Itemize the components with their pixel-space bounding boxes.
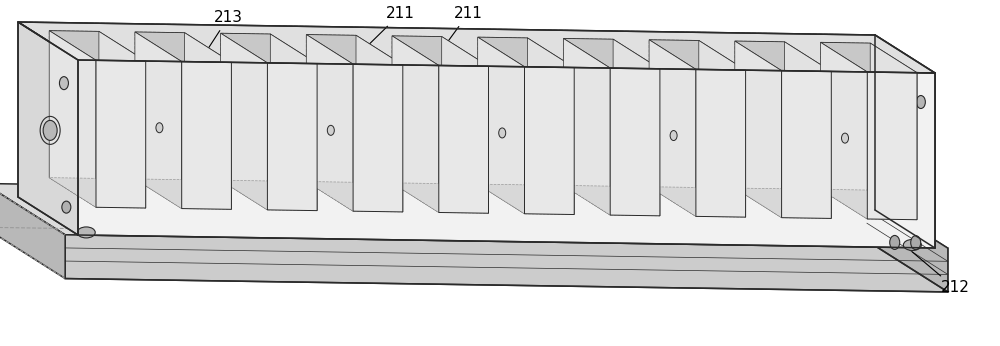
Polygon shape xyxy=(735,41,831,71)
Polygon shape xyxy=(524,67,574,215)
Polygon shape xyxy=(785,42,831,218)
Ellipse shape xyxy=(916,95,925,109)
Polygon shape xyxy=(649,40,696,216)
Text: 211: 211 xyxy=(440,7,482,53)
Polygon shape xyxy=(356,35,403,212)
Polygon shape xyxy=(870,43,917,220)
Polygon shape xyxy=(696,69,746,217)
Polygon shape xyxy=(99,31,146,208)
Ellipse shape xyxy=(59,76,68,90)
Polygon shape xyxy=(49,177,146,208)
Polygon shape xyxy=(96,60,146,208)
Polygon shape xyxy=(353,64,403,212)
Polygon shape xyxy=(649,40,746,70)
Polygon shape xyxy=(478,184,574,215)
Polygon shape xyxy=(820,42,867,219)
Polygon shape xyxy=(135,32,231,62)
Polygon shape xyxy=(306,35,403,65)
Polygon shape xyxy=(735,188,831,218)
Ellipse shape xyxy=(499,128,506,138)
Polygon shape xyxy=(649,187,746,217)
Polygon shape xyxy=(221,33,270,181)
Ellipse shape xyxy=(894,146,906,164)
Ellipse shape xyxy=(842,133,849,143)
Polygon shape xyxy=(78,60,935,248)
Polygon shape xyxy=(18,22,935,73)
Polygon shape xyxy=(221,180,317,211)
Polygon shape xyxy=(563,38,660,69)
Polygon shape xyxy=(563,38,613,186)
Polygon shape xyxy=(135,32,182,209)
Polygon shape xyxy=(478,37,527,185)
Polygon shape xyxy=(439,65,489,213)
Polygon shape xyxy=(306,35,353,211)
Ellipse shape xyxy=(903,239,921,251)
Ellipse shape xyxy=(43,120,57,140)
Polygon shape xyxy=(392,183,489,213)
Polygon shape xyxy=(135,32,185,180)
Polygon shape xyxy=(221,33,317,64)
Polygon shape xyxy=(649,40,699,188)
Polygon shape xyxy=(820,189,917,220)
Polygon shape xyxy=(306,35,356,182)
Polygon shape xyxy=(267,63,317,211)
Polygon shape xyxy=(735,41,785,189)
Polygon shape xyxy=(270,34,317,211)
Polygon shape xyxy=(49,31,146,61)
Ellipse shape xyxy=(327,125,334,135)
Polygon shape xyxy=(221,33,267,210)
Polygon shape xyxy=(18,22,78,235)
Text: 211: 211 xyxy=(350,7,414,63)
Ellipse shape xyxy=(670,130,677,140)
Polygon shape xyxy=(610,68,660,216)
Polygon shape xyxy=(563,38,610,215)
Polygon shape xyxy=(392,36,439,212)
Polygon shape xyxy=(699,40,746,217)
Polygon shape xyxy=(735,41,782,218)
Ellipse shape xyxy=(156,123,163,133)
Polygon shape xyxy=(0,183,948,248)
Polygon shape xyxy=(478,37,524,214)
Ellipse shape xyxy=(77,227,95,238)
Text: 212: 212 xyxy=(912,252,969,295)
Ellipse shape xyxy=(890,235,900,249)
Polygon shape xyxy=(185,33,231,209)
Polygon shape xyxy=(442,37,489,213)
Polygon shape xyxy=(392,36,442,184)
Polygon shape xyxy=(182,62,231,209)
Ellipse shape xyxy=(62,201,71,213)
Polygon shape xyxy=(65,235,948,292)
Polygon shape xyxy=(135,179,231,209)
Ellipse shape xyxy=(911,236,921,249)
Polygon shape xyxy=(820,42,870,190)
Polygon shape xyxy=(392,36,489,66)
Polygon shape xyxy=(306,182,403,212)
Polygon shape xyxy=(527,38,574,215)
Polygon shape xyxy=(613,39,660,216)
Text: 213: 213 xyxy=(165,10,242,116)
Polygon shape xyxy=(478,37,574,67)
Polygon shape xyxy=(49,31,99,179)
Polygon shape xyxy=(875,35,935,248)
Polygon shape xyxy=(0,183,65,279)
Polygon shape xyxy=(867,72,917,220)
Polygon shape xyxy=(782,71,831,218)
Polygon shape xyxy=(49,31,96,207)
Polygon shape xyxy=(820,42,917,73)
Polygon shape xyxy=(867,197,948,292)
Polygon shape xyxy=(563,185,660,216)
